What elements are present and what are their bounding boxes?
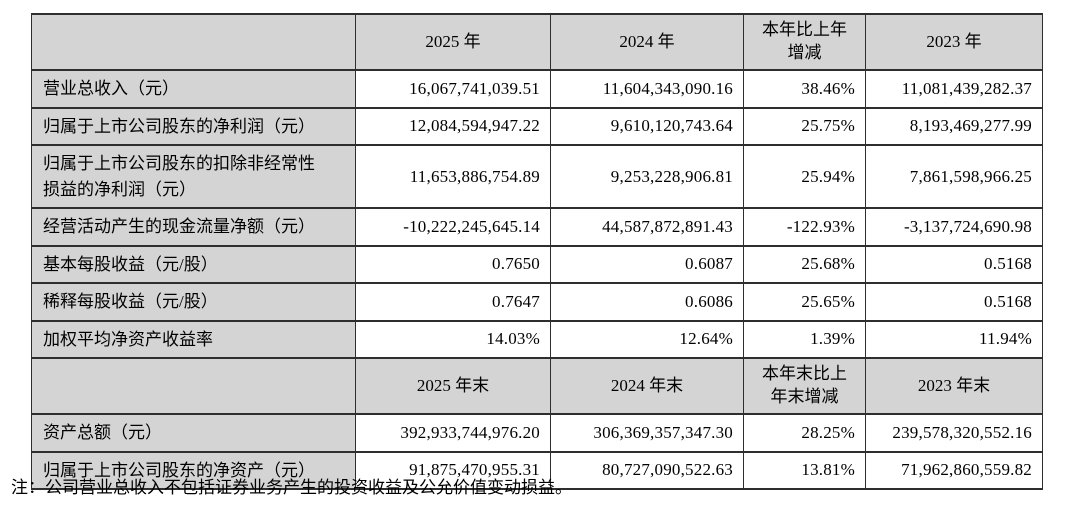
footnote: 注：公司营业总收入不包括证券业务产生的投资收益及公允价值变动损益。: [11, 478, 572, 497]
column-header: 2024 年: [550, 13, 744, 71]
corner-cell: [31, 357, 356, 415]
value-cell: 44,587,872,891.43: [550, 207, 744, 247]
value-cell: 0.6087: [550, 244, 744, 284]
value-cell: 9,253,228,906.81: [550, 144, 744, 209]
corner-cell: [31, 13, 356, 71]
table-row: 归属于上市公司股东的扣除非经常性 损益的净利润（元） 11,653,886,754…: [31, 144, 1043, 209]
column-header: 2023 年末: [865, 357, 1043, 415]
value-cell: -10,222,245,645.14: [355, 207, 551, 247]
metric-label: 归属于上市公司股东的净资产（元）: [31, 450, 356, 490]
table-row: 归属于上市公司股东的净资产（元） 91,875,470,955.31 80,727,…: [31, 450, 1043, 490]
value-cell: 25.75%: [743, 106, 866, 146]
value-cell: 25.68%: [743, 244, 866, 284]
key-accounting-data-table: 2025 年 2024 年本年比上年 增减 2023 年营业总收入（元） 16,067…: [31, 13, 1043, 490]
metric-label: 归属于上市公司股东的净利润（元）: [31, 106, 356, 146]
value-cell: 11,604,343,090.16: [550, 69, 744, 109]
table-row: 稀释每股收益（元/股） 0.7647 0.6086 25.65% 0.5168: [31, 282, 1043, 322]
value-cell: 25.94%: [743, 144, 866, 209]
column-header: 2023 年: [865, 13, 1043, 71]
metric-label: 加权平均净资产收益率: [31, 319, 356, 359]
value-cell: 12,084,594,947.22: [355, 106, 551, 146]
value-cell: 0.7650: [355, 244, 551, 284]
value-cell: 71,962,860,559.82: [865, 450, 1043, 490]
value-cell: 8,193,469,277.99: [865, 106, 1043, 146]
value-cell: 9,610,120,743.64: [550, 106, 744, 146]
metric-label: 资产总额（元）: [31, 413, 356, 453]
section-2-header-row: 2025 年末 2024 年末 本年末比上 年末增减 2023 年末: [31, 357, 1043, 415]
column-header: 2025 年: [355, 13, 551, 71]
value-cell: 11,653,886,754.89: [355, 144, 551, 209]
value-cell: 392,933,744,976.20: [355, 413, 551, 453]
value-cell: 14.03%: [355, 319, 551, 359]
column-header: 2025 年末: [355, 357, 551, 415]
table-row: 加权平均净资产收益率 14.03% 12.64% 1.39% 11.94%: [31, 319, 1043, 359]
value-cell: 38.46%: [743, 69, 866, 109]
value-cell: 306,369,357,347.30: [550, 413, 744, 453]
value-cell: 0.5168: [865, 282, 1043, 322]
value-cell: 0.6086: [550, 282, 744, 322]
table-row: 营业总收入（元） 16,067,741,039.51 11,604,343,090.…: [31, 69, 1043, 109]
table-row: 归属于上市公司股东的净利润（元） 12,084,594,947.22 9,610,1…: [31, 106, 1043, 146]
column-header: 2024 年末: [550, 357, 744, 415]
column-header: 本年末比上 年末增减: [743, 357, 866, 415]
value-cell: 11,081,439,282.37: [865, 69, 1043, 109]
column-header: 本年比上年 增减: [743, 13, 866, 71]
value-cell: 0.7647: [355, 282, 551, 322]
value-cell: 12.64%: [550, 319, 744, 359]
value-cell: 80,727,090,522.63: [550, 450, 744, 490]
metric-label: 归属于上市公司股东的扣除非经常性 损益的净利润（元）: [31, 144, 356, 209]
value-cell: 239,578,320,552.16: [865, 413, 1043, 453]
metric-label: 营业总收入（元）: [31, 69, 356, 109]
table-row: 基本每股收益（元/股） 0.7650 0.6087 25.68% 0.5168: [31, 244, 1043, 284]
metric-label: 稀释每股收益（元/股）: [31, 282, 356, 322]
value-cell: 13.81%: [743, 450, 866, 490]
value-cell: 16,067,741,039.51: [355, 69, 551, 109]
value-cell: 28.25%: [743, 413, 866, 453]
value-cell: 25.65%: [743, 282, 866, 322]
value-cell: 0.5168: [865, 244, 1043, 284]
value-cell: 7,861,598,966.25: [865, 144, 1043, 209]
section-1-header-row: 2025 年 2024 年本年比上年 增减 2023 年: [31, 13, 1043, 71]
metric-label: 基本每股收益（元/股）: [31, 244, 356, 284]
value-cell: 1.39%: [743, 319, 866, 359]
value-cell: -122.93%: [743, 207, 866, 247]
metric-label: 经营活动产生的现金流量净额（元）: [31, 207, 356, 247]
table-row: 经营活动产生的现金流量净额（元） -10,222,245,645.14 44,587…: [31, 207, 1043, 247]
value-cell: 11.94%: [865, 319, 1043, 359]
value-cell: -3,137,724,690.98: [865, 207, 1043, 247]
table-row: 资产总额（元） 392,933,744,976.20 306,369,357,347…: [31, 413, 1043, 453]
